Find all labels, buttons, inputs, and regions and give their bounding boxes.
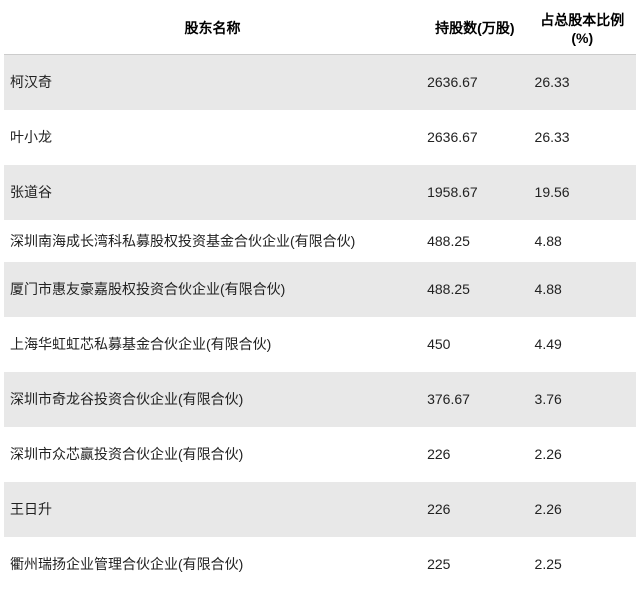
cell-name: 深圳南海成长湾科私募股权投资基金合伙企业(有限合伙) <box>4 220 421 262</box>
table-row: 王日升2262.26 <box>4 482 636 537</box>
cell-name: 王日升 <box>4 482 421 537</box>
cell-pct: 4.49 <box>529 317 636 372</box>
cell-pct: 2.25 <box>529 537 636 592</box>
cell-shares: 1958.67 <box>421 165 528 220</box>
cell-name: 张道谷 <box>4 165 421 220</box>
cell-pct: 2.26 <box>529 427 636 482</box>
table-body: 柯汉奇2636.6726.33叶小龙2636.6726.33张道谷1958.67… <box>4 55 636 592</box>
cell-pct: 3.76 <box>529 372 636 427</box>
shareholder-table: 股东名称 持股数(万股) 占总股本比例(%) 柯汉奇2636.6726.33叶小… <box>4 2 636 592</box>
cell-name: 上海华虹虹芯私募基金合伙企业(有限合伙) <box>4 317 421 372</box>
cell-pct: 19.56 <box>529 165 636 220</box>
cell-shares: 488.25 <box>421 220 528 262</box>
cell-pct: 4.88 <box>529 220 636 262</box>
cell-pct: 2.26 <box>529 482 636 537</box>
col-header-name: 股东名称 <box>4 2 421 55</box>
cell-name: 深圳市众芯赢投资合伙企业(有限合伙) <box>4 427 421 482</box>
table-row: 张道谷1958.6719.56 <box>4 165 636 220</box>
cell-name: 厦门市惠友豪嘉股权投资合伙企业(有限合伙) <box>4 262 421 317</box>
cell-shares: 2636.67 <box>421 55 528 110</box>
cell-pct: 4.88 <box>529 262 636 317</box>
cell-pct: 26.33 <box>529 110 636 165</box>
table-row: 叶小龙2636.6726.33 <box>4 110 636 165</box>
cell-shares: 376.67 <box>421 372 528 427</box>
col-header-pct: 占总股本比例(%) <box>529 2 636 55</box>
cell-name: 叶小龙 <box>4 110 421 165</box>
cell-shares: 226 <box>421 482 528 537</box>
table-header: 股东名称 持股数(万股) 占总股本比例(%) <box>4 2 636 55</box>
table-row: 衢州瑞扬企业管理合伙企业(有限合伙)2252.25 <box>4 537 636 592</box>
shareholder-table-container: 股东名称 持股数(万股) 占总股本比例(%) 柯汉奇2636.6726.33叶小… <box>0 0 640 594</box>
cell-name: 柯汉奇 <box>4 55 421 110</box>
cell-shares: 2636.67 <box>421 110 528 165</box>
cell-shares: 488.25 <box>421 262 528 317</box>
table-row: 柯汉奇2636.6726.33 <box>4 55 636 110</box>
table-row: 深圳市奇龙谷投资合伙企业(有限合伙)376.673.76 <box>4 372 636 427</box>
cell-pct: 26.33 <box>529 55 636 110</box>
table-row: 深圳市众芯赢投资合伙企业(有限合伙)2262.26 <box>4 427 636 482</box>
table-row: 厦门市惠友豪嘉股权投资合伙企业(有限合伙)488.254.88 <box>4 262 636 317</box>
cell-name: 深圳市奇龙谷投资合伙企业(有限合伙) <box>4 372 421 427</box>
table-row: 上海华虹虹芯私募基金合伙企业(有限合伙)4504.49 <box>4 317 636 372</box>
cell-shares: 225 <box>421 537 528 592</box>
col-header-shares: 持股数(万股) <box>421 2 528 55</box>
cell-name: 衢州瑞扬企业管理合伙企业(有限合伙) <box>4 537 421 592</box>
table-row: 深圳南海成长湾科私募股权投资基金合伙企业(有限合伙)488.254.88 <box>4 220 636 262</box>
cell-shares: 226 <box>421 427 528 482</box>
cell-shares: 450 <box>421 317 528 372</box>
